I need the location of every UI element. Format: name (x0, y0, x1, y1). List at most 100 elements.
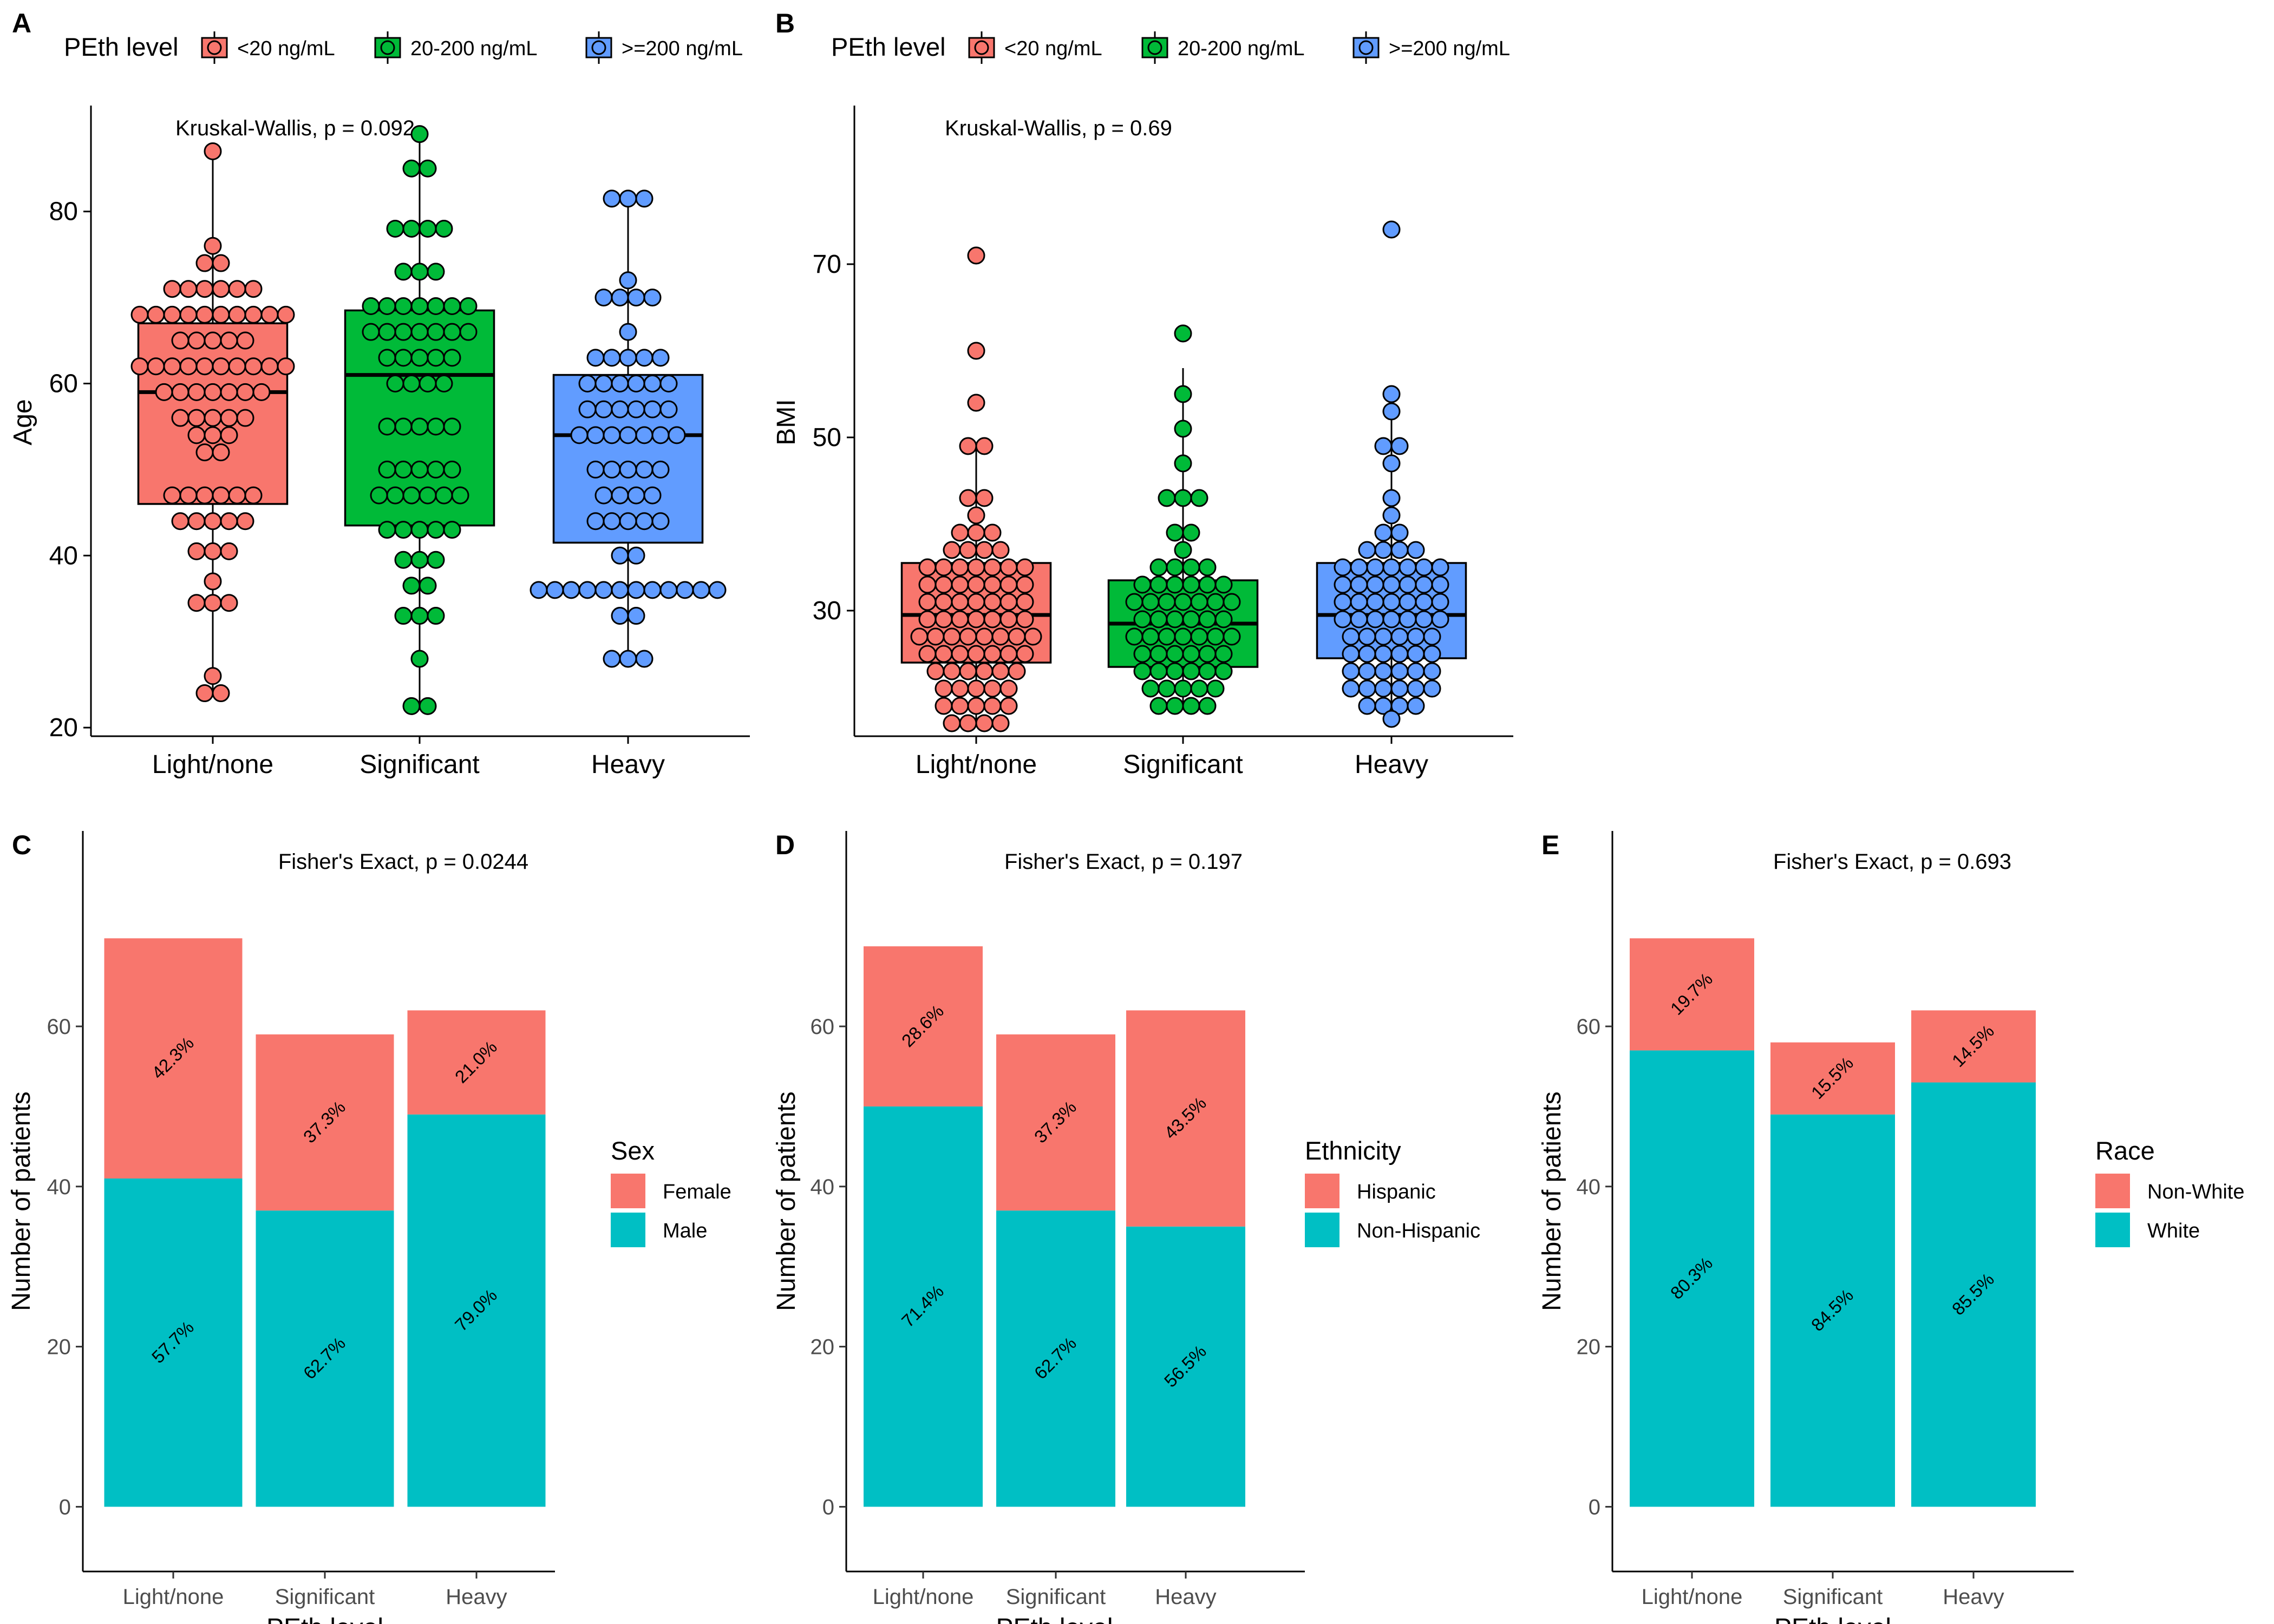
y-axis-title: Number of patients (7, 1091, 36, 1311)
data-point (1415, 575, 1433, 594)
data-point (187, 542, 206, 560)
data-point (236, 383, 254, 401)
data-point (1182, 697, 1200, 715)
data-point (459, 323, 478, 341)
x-tick-label: Significant (1783, 1585, 1883, 1609)
data-point (277, 357, 295, 376)
data-point (163, 305, 181, 324)
data-point (204, 594, 222, 612)
data-point (195, 280, 214, 298)
x-tick-label: Light/none (916, 750, 1037, 779)
data-point (419, 697, 437, 715)
data-point (410, 417, 429, 436)
data-point (378, 297, 396, 315)
data-point (187, 594, 206, 612)
data-point (1141, 593, 1160, 611)
data-point (1016, 645, 1034, 663)
x-axis-title: PEth level (1774, 1614, 1891, 1624)
data-point (410, 297, 429, 315)
bar-hispanic (864, 946, 983, 1106)
data-point (1158, 679, 1176, 698)
data-point (443, 323, 461, 341)
data-point (594, 581, 613, 599)
data-point (1174, 385, 1192, 403)
data-point (228, 305, 246, 324)
data-point (402, 159, 421, 178)
data-point (935, 610, 953, 628)
data-point (410, 607, 429, 625)
data-point (1382, 710, 1401, 728)
legend-key (2095, 1213, 2130, 1247)
bar-hispanic (996, 1034, 1115, 1211)
data-point (443, 297, 461, 315)
x-tick-label: Significant (360, 750, 479, 779)
y-tick-label: 40 (811, 1175, 835, 1199)
data-point (983, 593, 1002, 611)
data-point (1431, 575, 1449, 594)
data-point (1350, 593, 1368, 611)
legend-label: 20-200 ng/mL (410, 37, 538, 60)
data-point (643, 581, 662, 599)
data-point (1198, 610, 1217, 628)
data-point (1133, 610, 1152, 628)
data-point (1149, 610, 1168, 628)
data-point (1016, 610, 1034, 628)
top-legend-a: PEth level <20 ng/mL 20-200 ng/mL >=200 ng/… (64, 31, 743, 64)
data-point (204, 572, 222, 591)
data-point (1149, 575, 1168, 594)
data-point (1174, 420, 1192, 438)
legend-key (611, 1174, 645, 1208)
data-point (260, 357, 279, 376)
data-point (594, 400, 613, 418)
data-point (1141, 627, 1160, 646)
data-point (967, 645, 985, 663)
data-point (212, 280, 230, 298)
y-tick-label: 20 (1577, 1335, 1601, 1359)
data-point (603, 512, 621, 531)
data-point (967, 342, 985, 360)
data-point (252, 383, 271, 401)
data-point (586, 460, 605, 479)
data-point (586, 426, 605, 444)
data-point (1366, 593, 1384, 611)
data-point (427, 551, 445, 569)
data-point (1358, 645, 1376, 663)
y-tick-label: 60 (811, 1015, 835, 1039)
data-point (967, 593, 985, 611)
y-tick-label: 40 (49, 541, 78, 570)
data-point (659, 581, 678, 599)
y-tick-label: 0 (822, 1495, 834, 1519)
data-point (603, 189, 621, 208)
y-tick-label: 60 (47, 1015, 71, 1039)
data-point (220, 409, 238, 427)
data-point (1190, 593, 1208, 611)
legend-key-point (1147, 40, 1162, 55)
bar-female (104, 938, 243, 1179)
data-point (918, 575, 937, 594)
data-point (999, 679, 1018, 698)
data-point (1382, 506, 1401, 525)
data-point (1423, 679, 1441, 698)
data-point (394, 297, 413, 315)
data-point (959, 662, 977, 680)
data-point (410, 650, 429, 668)
data-point (1382, 575, 1401, 594)
data-point (195, 443, 214, 462)
bar-non-white (1770, 1042, 1895, 1115)
data-point (195, 305, 214, 324)
legend-label: Non-Hispanic (1357, 1220, 1480, 1242)
data-point (611, 607, 629, 625)
data-point (277, 305, 295, 324)
data-point (651, 349, 670, 367)
data-point (130, 305, 149, 324)
data-point (419, 374, 437, 392)
data-point (619, 512, 637, 531)
data-point (1149, 558, 1168, 577)
data-point (975, 437, 994, 455)
data-point (443, 521, 461, 539)
data-point (1358, 679, 1376, 698)
data-point (228, 486, 246, 505)
data-point (1342, 645, 1360, 663)
data-point (1399, 593, 1417, 611)
